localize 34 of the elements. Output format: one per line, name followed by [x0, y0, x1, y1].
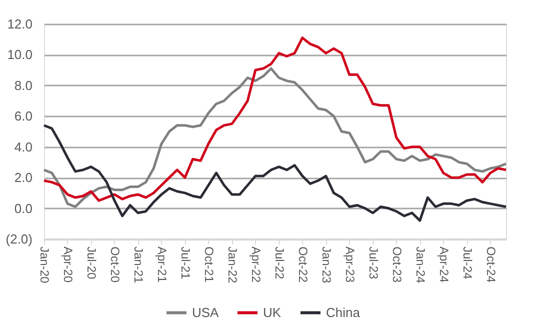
x-tick-label: Jan-22	[225, 246, 240, 284]
line-series	[42, 67, 508, 208]
y-tick-label: 10.0	[7, 47, 32, 62]
x-tick-label: Jan-21	[131, 246, 146, 284]
x-tick-label: Oct-20	[108, 246, 122, 283]
y-tick-label: (2.0)	[6, 232, 32, 246]
x-tick-label: Jul-22	[272, 246, 286, 280]
x-tick-label: Oct-24	[484, 246, 498, 283]
legend-label: China	[326, 304, 361, 320]
y-tick-label: 8.0	[14, 78, 32, 93]
x-tick-label: Oct-22	[296, 246, 310, 283]
x-tick-label: Jan-23	[319, 246, 334, 284]
x-tick-label: Apr-23	[342, 246, 357, 283]
x-tick-label: Oct-23	[390, 246, 404, 283]
x-tick-label: Jul-23	[366, 246, 380, 280]
y-tick-label: 12.0	[7, 16, 32, 32]
legend-label: USA	[192, 304, 220, 320]
legend-label: UK	[263, 304, 282, 320]
x-tick-label: Apr-20	[60, 246, 75, 283]
y-tick-label: 0.0	[14, 200, 32, 216]
x-tick-label: Jul-20	[84, 246, 98, 280]
line-series	[42, 124, 508, 222]
y-tick-label: 2.0	[14, 170, 32, 186]
x-tick-label: Apr-22	[248, 246, 263, 283]
line-series	[42, 36, 508, 202]
x-tick-label: Jul-24	[460, 246, 474, 280]
y-tick-label: 6.0	[14, 108, 32, 124]
x-tick-label: Jan-24	[413, 246, 428, 284]
x-tick-label: Apr-24	[436, 246, 451, 283]
x-tick-label: Jul-21	[178, 246, 192, 280]
x-tick-label: Oct-21	[202, 246, 216, 283]
x-tick-label: Jan-20	[38, 246, 52, 284]
y-tick-label: 4.0	[14, 139, 32, 154]
x-tick-label: Apr-21	[154, 246, 169, 283]
